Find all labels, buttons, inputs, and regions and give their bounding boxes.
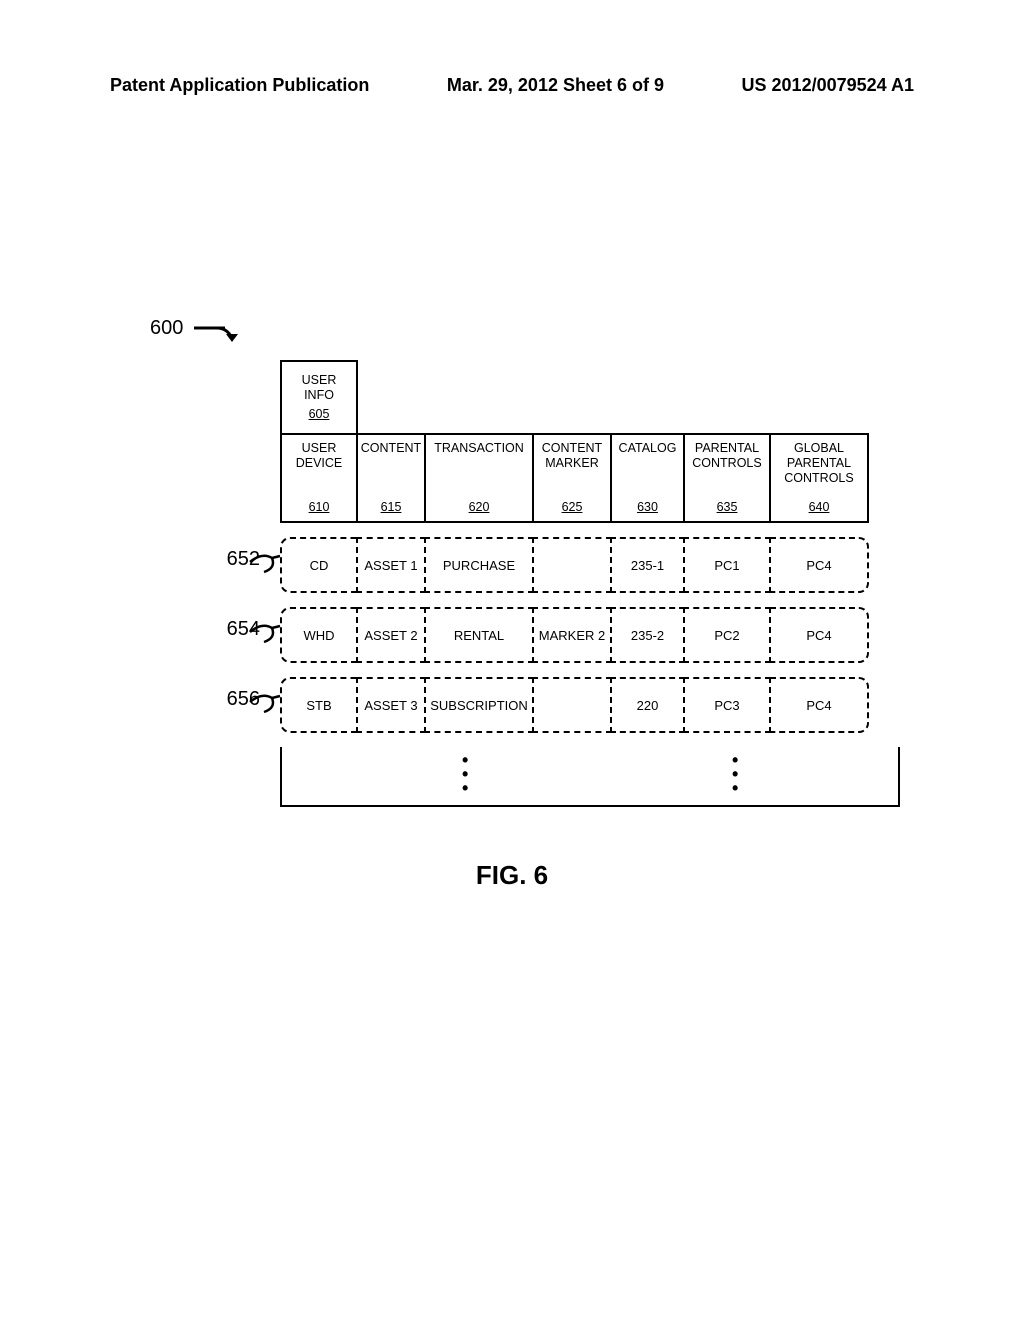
userinfo-ref: 605 [309, 407, 330, 422]
cell-parental-controls: PC1 [683, 537, 771, 593]
userinfo-header-cell: USER INFO 605 [280, 360, 358, 435]
userinfo-title: USER INFO [302, 373, 337, 403]
cell-transaction: RENTAL [424, 607, 534, 663]
data-row-654: WHD ASSET 2 RENTAL MARKER 2 235-2 PC2 PC… [280, 607, 900, 663]
cell-catalog: 235-2 [610, 607, 685, 663]
col-title: CONTENT [361, 441, 421, 456]
col-ref: 640 [809, 500, 830, 515]
arrow-icon [192, 320, 242, 345]
cell-content-marker [532, 677, 612, 733]
col-ref: 630 [637, 500, 658, 515]
data-rows: CD ASSET 1 PURCHASE 235-1 PC1 PC4 WHD AS… [280, 537, 900, 807]
col-header-global-parental-controls: GLOBAL PARENTAL CONTROLS 640 [769, 433, 869, 523]
col-title: TRANSACTION [434, 441, 524, 456]
col-header-user-device: USER DEVICE 610 [280, 433, 358, 523]
column-header-row: USER DEVICE 610 CONTENT 615 TRANSACTION … [280, 433, 900, 523]
cell-catalog: 235-1 [610, 537, 685, 593]
figure-caption: FIG. 6 [0, 860, 1024, 891]
col-header-transaction: TRANSACTION 620 [424, 433, 534, 523]
vertical-ellipsis-icon: ••• [732, 753, 738, 795]
col-ref: 615 [381, 500, 402, 515]
cell-global-parental-controls: PC4 [769, 607, 869, 663]
col-header-content: CONTENT 615 [356, 433, 426, 523]
data-row-656: STB ASSET 3 SUBSCRIPTION 220 PC3 PC4 [280, 677, 900, 733]
figure-reference-number: 600 [150, 317, 183, 340]
connector-icon [248, 620, 282, 644]
col-title: PARENTAL CONTROLS [692, 441, 761, 471]
col-title: CATALOG [619, 441, 677, 456]
col-header-content-marker: CONTENT MARKER 625 [532, 433, 612, 523]
connector-icon [248, 550, 282, 574]
header-pubnum: US 2012/0079524 A1 [742, 75, 914, 96]
cell-global-parental-controls: PC4 [769, 537, 869, 593]
col-ref: 610 [309, 500, 330, 515]
cell-content-marker [532, 537, 612, 593]
cell-content: ASSET 2 [356, 607, 426, 663]
cell-user-device: STB [280, 677, 358, 733]
cell-user-device: CD [280, 537, 358, 593]
col-header-parental-controls: PARENTAL CONTROLS 635 [683, 433, 771, 523]
connector-icon [248, 690, 282, 714]
col-ref: 635 [717, 500, 738, 515]
col-title: CONTENT MARKER [542, 441, 602, 471]
cell-user-device: WHD [280, 607, 358, 663]
continuation-box: ••• ••• [280, 747, 900, 807]
cell-parental-controls: PC2 [683, 607, 771, 663]
header-date-sheet: Mar. 29, 2012 Sheet 6 of 9 [369, 75, 741, 96]
col-ref: 625 [562, 500, 583, 515]
cell-content-marker: MARKER 2 [532, 607, 612, 663]
cell-parental-controls: PC3 [683, 677, 771, 733]
cell-transaction: PURCHASE [424, 537, 534, 593]
cell-content: ASSET 3 [356, 677, 426, 733]
cell-catalog: 220 [610, 677, 685, 733]
col-title: GLOBAL PARENTAL CONTROLS [784, 441, 853, 486]
data-row-652: CD ASSET 1 PURCHASE 235-1 PC1 PC4 [280, 537, 900, 593]
cell-content: ASSET 1 [356, 537, 426, 593]
page-header: Patent Application Publication Mar. 29, … [110, 75, 914, 96]
cell-global-parental-controls: PC4 [769, 677, 869, 733]
data-structure-diagram: USER INFO 605 USER DEVICE 610 CONTENT 61… [280, 360, 900, 807]
col-title: USER DEVICE [296, 441, 343, 471]
vertical-ellipsis-icon: ••• [462, 753, 468, 795]
col-ref: 620 [469, 500, 490, 515]
cell-transaction: SUBSCRIPTION [424, 677, 534, 733]
header-publication: Patent Application Publication [110, 75, 369, 96]
col-header-catalog: CATALOG 630 [610, 433, 685, 523]
